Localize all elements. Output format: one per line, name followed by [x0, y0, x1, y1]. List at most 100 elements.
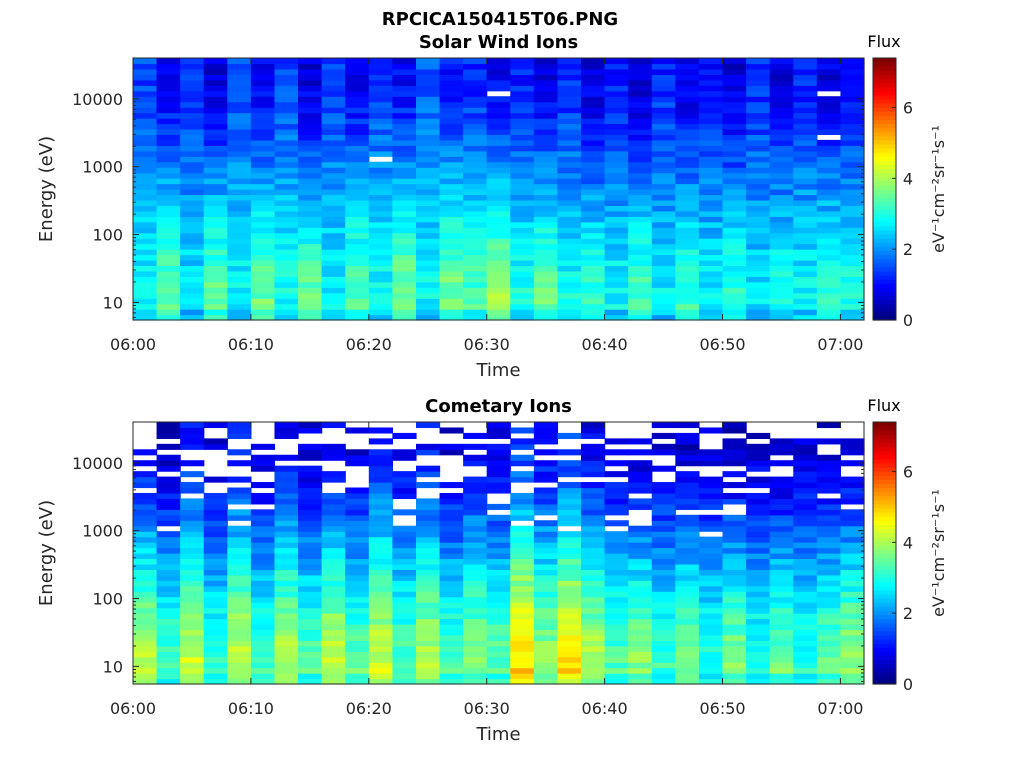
heatmap-cell [510, 553, 535, 560]
colorbar-swatch [873, 270, 896, 276]
heatmap-cell [463, 618, 488, 625]
heatmap-cell [227, 531, 252, 538]
colorbar-swatch [873, 103, 896, 108]
heatmap-cell [486, 292, 511, 299]
heatmap-cell [698, 281, 724, 288]
heatmap-cell [510, 205, 535, 212]
heatmap-cell [651, 596, 676, 603]
heatmap-cell [133, 623, 158, 631]
heatmap-cell [415, 79, 441, 86]
heatmap-cell [156, 432, 181, 439]
heatmap-cell [510, 90, 535, 97]
heatmap-cell [486, 156, 511, 163]
heatmap-cell [581, 309, 606, 316]
heatmap-cell [227, 101, 252, 108]
heatmap-cell [392, 509, 417, 516]
heatmap-cell [746, 309, 771, 316]
heatmap-cell [769, 58, 794, 65]
heatmap-cell [439, 585, 464, 592]
heatmap-cell [250, 118, 276, 125]
heatmap-cell [321, 656, 346, 663]
heatmap-cell [298, 123, 323, 130]
colorbar-swatch [873, 520, 896, 525]
heatmap-cell [345, 613, 370, 620]
heatmap-cell [180, 216, 205, 223]
heatmap-cell [840, 134, 865, 141]
heatmap-cell [250, 482, 276, 489]
heatmap-cell [227, 63, 252, 70]
heatmap-cell [604, 569, 629, 576]
heatmap-cell [604, 101, 629, 108]
heatmap-cell [722, 531, 747, 538]
heatmap-cell [557, 183, 582, 190]
heatmap-cell [298, 514, 323, 521]
heatmap-cell [769, 678, 794, 685]
heatmap-cell [250, 128, 276, 136]
heatmap-cell [368, 265, 393, 272]
heatmap-cell [274, 259, 299, 267]
heatmap-cell [298, 276, 323, 283]
heatmap-cell [793, 542, 818, 549]
heatmap-cell [510, 634, 535, 641]
heatmap-cell [581, 640, 606, 647]
heatmap-cell [746, 123, 771, 130]
heatmap-cell [345, 134, 370, 141]
colorbar-swatch [873, 610, 896, 615]
heatmap-cell [439, 107, 464, 114]
heatmap-cell [368, 68, 393, 75]
heatmap-cell [793, 591, 818, 598]
heatmap-cell [298, 96, 323, 103]
heatmap-cell [439, 427, 464, 434]
heatmap-cell [769, 90, 794, 97]
heatmap-cell [533, 243, 559, 250]
heatmap-cell [769, 276, 794, 283]
heatmap-cell [345, 667, 370, 674]
heatmap-cell [133, 607, 158, 614]
heatmap-cell [345, 460, 370, 467]
heatmap-cell [581, 63, 606, 70]
heatmap-cell [628, 134, 653, 141]
heatmap-cell [203, 651, 228, 658]
heatmap-cell [557, 596, 582, 603]
heatmap-cell [133, 156, 158, 163]
heatmap-cell [415, 238, 441, 245]
heatmap-cell [722, 482, 747, 489]
x-tick-label: 06:10 [228, 699, 274, 718]
heatmap-cell [698, 303, 724, 310]
heatmap-cell [203, 443, 228, 450]
heatmap-cell [557, 216, 582, 223]
heatmap-cell [722, 613, 747, 620]
heatmap-cell [133, 123, 158, 130]
colorbar-swatch [873, 630, 896, 636]
heatmap-cell [439, 558, 464, 565]
heatmap-cell [769, 640, 794, 647]
heatmap-cell [793, 443, 818, 450]
heatmap-cell [510, 298, 535, 305]
heatmap-cell [533, 662, 559, 669]
heatmap-cell [415, 145, 441, 152]
heatmap-cell [510, 443, 535, 450]
heatmap-cell [368, 178, 393, 185]
heatmap-cell [557, 509, 582, 516]
heatmap-cell [581, 145, 606, 152]
heatmap-cell [274, 645, 299, 652]
heatmap-cell [156, 607, 181, 614]
heatmap-cell [250, 492, 276, 500]
heatmap-cell [510, 580, 535, 587]
heatmap-cell [321, 673, 346, 680]
heatmap-cell [675, 678, 700, 685]
heatmap-cell [816, 243, 842, 250]
heatmap-cell [628, 172, 653, 179]
heatmap-cell [793, 602, 818, 609]
heatmap-cell [486, 227, 511, 234]
heatmap-cell [298, 509, 323, 516]
heatmap-cell [368, 205, 393, 212]
heatmap-cell [368, 476, 393, 483]
heatmap-cell [180, 542, 205, 549]
heatmap-cell [769, 96, 794, 103]
heatmap-cell [203, 85, 228, 92]
heatmap-cell [651, 183, 676, 190]
heatmap-cell [463, 503, 488, 510]
heatmap-cell [368, 498, 393, 505]
heatmap-cell [250, 139, 276, 146]
